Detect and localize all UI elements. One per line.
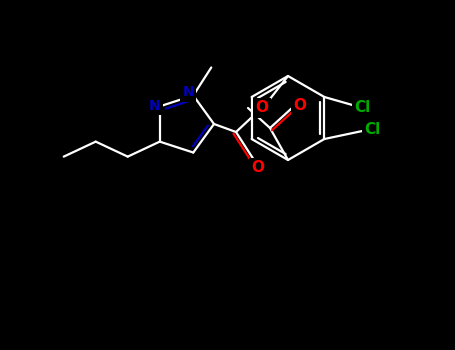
Text: Cl: Cl [364,121,380,136]
Text: N: N [149,99,161,113]
Text: O: O [256,100,268,116]
Text: O: O [252,161,264,175]
Text: O: O [293,98,307,112]
Text: N: N [182,85,194,99]
Text: Cl: Cl [354,99,370,114]
